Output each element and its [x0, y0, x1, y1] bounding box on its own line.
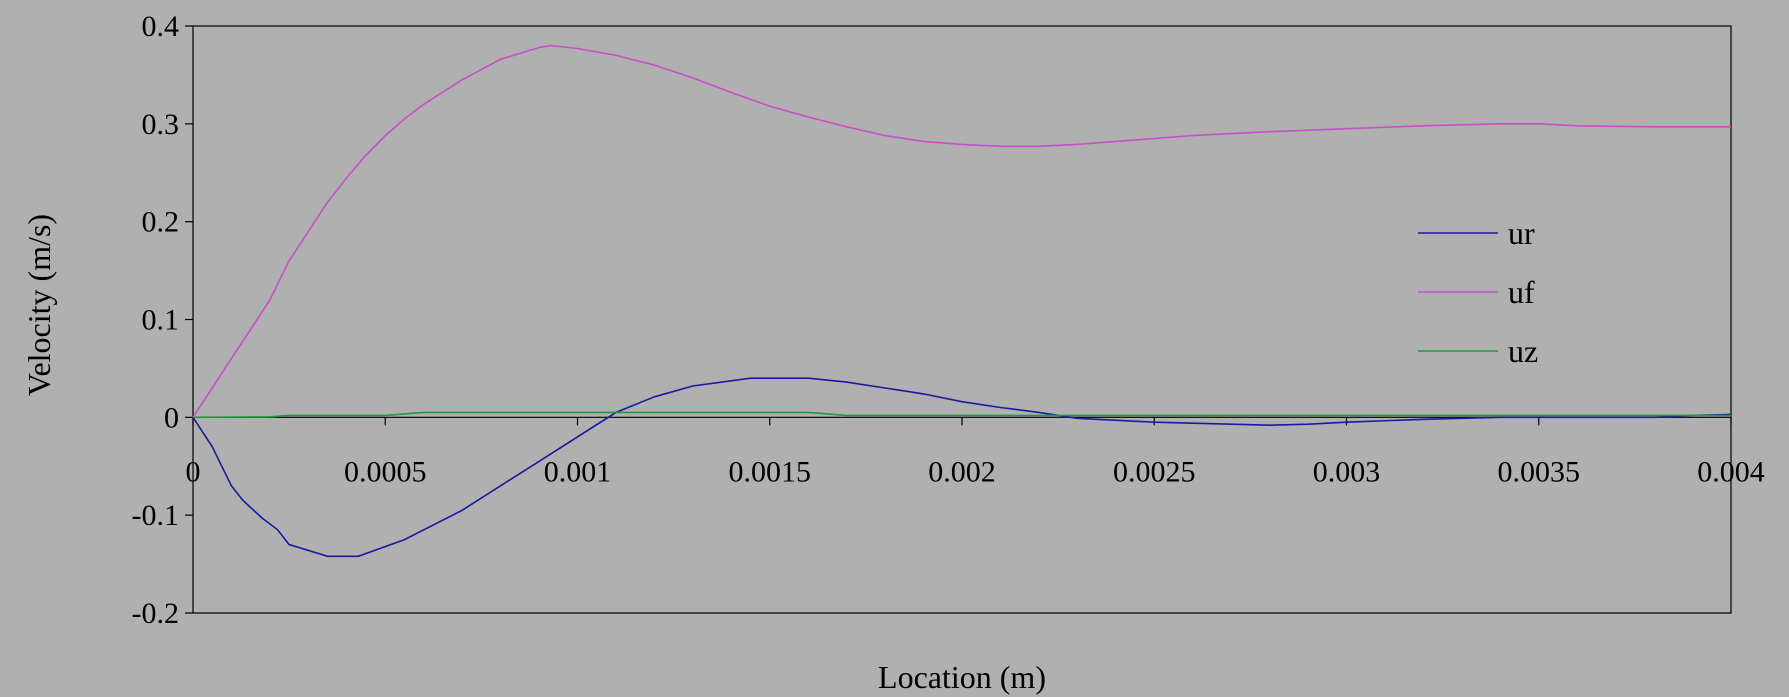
y-tick-label: 0.3 [142, 108, 180, 141]
legend-label-ur: ur [1508, 215, 1535, 251]
x-tick-label: 0.001 [544, 455, 612, 488]
x-tick-label: 0.0035 [1498, 455, 1581, 488]
series-layer [192, 44, 1732, 558]
x-axis-title: Location (m) [878, 659, 1046, 695]
x-tick-label: 0.0005 [344, 455, 427, 488]
y-tick-label: 0.2 [142, 206, 180, 239]
y-tick-label: 0 [164, 401, 179, 434]
x-tick-label: 0.003 [1313, 455, 1381, 488]
series-line-uz [192, 411, 1731, 419]
legend: ur uf uz [1418, 215, 1538, 369]
x-tick-label: 0.0025 [1113, 455, 1196, 488]
y-tick-label: 0.1 [142, 304, 180, 337]
x-tick-label: 0.004 [1697, 455, 1765, 488]
y-tick-label: 0.4 [142, 10, 180, 43]
x-axis: 0 0.0005 0.001 0.0015 0.002 0.0025 0.003 0.0035… [186, 417, 1765, 488]
y-axis: -0.2 -0.1 0 0.1 0.2 0.3 0.4 [132, 10, 193, 630]
legend-label-uf: uf [1508, 274, 1535, 310]
plot-area [192, 25, 1732, 614]
series-line-uf [192, 44, 1731, 418]
x-tick-label: 0 [186, 455, 201, 488]
x-tick-label: 0.0015 [729, 455, 812, 488]
legend-label-uz: uz [1508, 333, 1538, 369]
series-line-ur [192, 377, 1732, 558]
y-tick-label: -0.1 [132, 499, 180, 532]
y-tick-label: -0.2 [132, 597, 180, 630]
y-axis-title: Velocity (m/s) [21, 214, 57, 396]
x-tick-label: 0.002 [928, 455, 996, 488]
